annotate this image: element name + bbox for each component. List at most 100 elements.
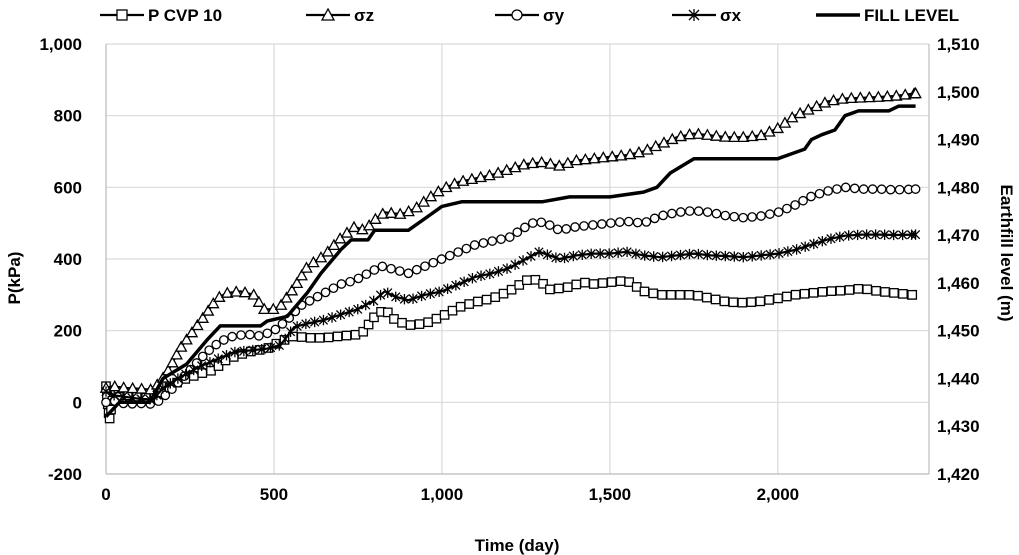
data-point: [588, 220, 598, 230]
data-point: [613, 247, 623, 258]
data-point: [736, 130, 750, 143]
data-point: [362, 219, 376, 231]
data-point: [191, 318, 204, 331]
data-point: [588, 279, 599, 289]
y2-tick-label: 1,470: [937, 226, 980, 245]
legend-item: σx: [672, 6, 742, 25]
data-point: [701, 292, 712, 303]
data-point: [197, 351, 208, 362]
y2-tick-label: 1,440: [937, 369, 980, 388]
data-point: [849, 183, 860, 194]
data-point: [835, 285, 846, 296]
data-point: [517, 158, 531, 170]
data-point: [693, 248, 704, 260]
data-point: [218, 335, 229, 345]
data-point: [844, 285, 855, 295]
data-point: [666, 250, 677, 262]
data-point: [840, 182, 851, 193]
legend-item: P CVP 10: [100, 6, 222, 25]
legend-label: P CVP 10: [148, 6, 222, 25]
data-point: [383, 287, 393, 298]
y2-tick-labels: 1,420 1,430 1,440 1,450 1,460 1,470 1,480 1,490…: [937, 35, 980, 484]
data-point: [858, 184, 869, 194]
data-point: [711, 250, 721, 261]
data-point: [527, 218, 538, 228]
grid: [105, 43, 929, 475]
data-point: [347, 220, 361, 233]
data-point: [197, 360, 207, 372]
data-point: [101, 386, 111, 397]
data-point: [522, 275, 532, 286]
data-point: [312, 291, 323, 302]
y2-tick-label: 1,460: [937, 274, 980, 293]
data-point: [180, 333, 193, 345]
data-point: [236, 330, 246, 340]
series-layer: [99, 86, 922, 424]
data-point: [221, 286, 234, 298]
data-point: [747, 212, 757, 222]
data-point: [135, 382, 148, 394]
data-point: [763, 125, 776, 137]
x-tick-label: 500: [260, 485, 288, 504]
data-point: [496, 234, 506, 245]
data-point: [605, 150, 619, 162]
data-point: [870, 229, 881, 240]
data-point: [304, 296, 315, 306]
data-point: [606, 277, 617, 287]
data-point: [455, 301, 466, 312]
data-point: [720, 250, 730, 262]
y2-tick-label: 1,450: [937, 322, 980, 341]
data-point: [320, 287, 331, 298]
data-point: [861, 229, 872, 240]
y-tick-label: 200: [54, 322, 82, 341]
data-point: [431, 313, 442, 324]
data-point: [451, 280, 461, 291]
data-point: [361, 269, 372, 280]
data-point: [201, 304, 215, 316]
data-point: [318, 314, 329, 326]
data-point: [773, 293, 783, 304]
legend-item: σy: [495, 6, 565, 25]
legend-item: σz: [306, 6, 374, 25]
data-point: [280, 333, 290, 345]
data-point: [692, 127, 705, 139]
data-point: [738, 251, 748, 263]
data-point: [344, 306, 354, 318]
legend-label: FILL LEVEL: [864, 6, 959, 25]
series-triangle: [99, 86, 922, 395]
data-point: [738, 212, 748, 223]
data-point: [683, 127, 696, 140]
data-point: [810, 99, 823, 112]
data-point: [898, 88, 912, 100]
data-point: [561, 224, 572, 234]
y-tick-label: 0: [73, 393, 82, 412]
data-point: [204, 345, 215, 356]
data-point: [280, 291, 293, 303]
data-point: [719, 296, 730, 307]
data-point: [425, 288, 435, 299]
y-axis-title: P(kPa): [5, 252, 24, 305]
data-point: [285, 284, 299, 296]
data-point: [382, 307, 393, 318]
data-point: [476, 270, 486, 281]
data-point: [595, 248, 605, 259]
data-point: [639, 286, 650, 297]
data-point: [657, 136, 671, 148]
data-point: [745, 129, 759, 142]
data-point: [754, 128, 768, 141]
data-point: [181, 368, 191, 380]
y-tick-label: -200: [48, 465, 82, 484]
data-point: [551, 252, 561, 263]
series-markers: [99, 86, 922, 395]
data-point: [472, 296, 483, 307]
data-point: [641, 143, 654, 155]
data-point: [442, 283, 453, 295]
data-point: [809, 238, 819, 250]
data-point: [391, 291, 401, 303]
data-point: [230, 346, 240, 358]
x-tick-label: 0: [101, 485, 110, 504]
data-point: [323, 332, 334, 343]
data-point: [888, 229, 899, 241]
data-point: [170, 348, 183, 360]
data-point: [817, 235, 827, 247]
